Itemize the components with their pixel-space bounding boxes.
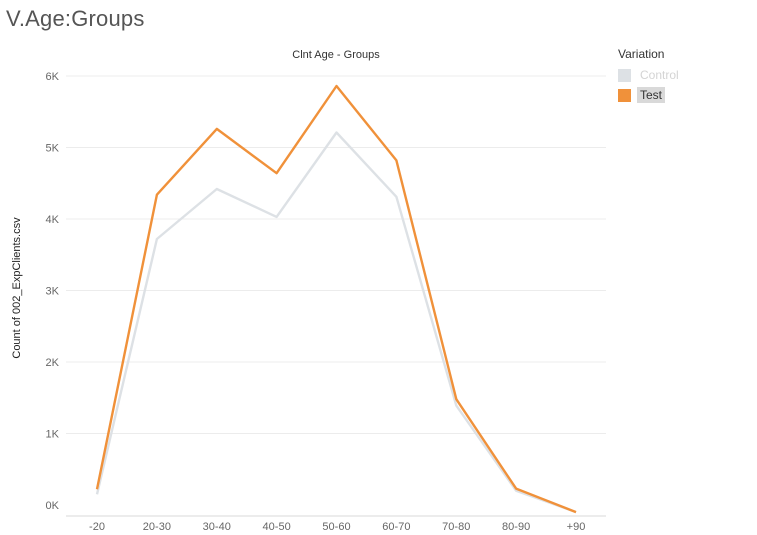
y-axis-label: Count of 002_ExpClients.csv	[11, 217, 23, 359]
series-line-test[interactable]	[95, 84, 577, 514]
chart-title: Clnt Age - Groups	[292, 49, 380, 61]
page-title: V.Age:Groups	[6, 6, 145, 31]
y-tick-label: 0K	[46, 500, 60, 512]
legend-swatch-test	[618, 88, 631, 102]
y-tick-label: 1K	[46, 429, 60, 441]
x-tick-label: 80-90	[502, 521, 530, 533]
series-lines	[95, 84, 577, 514]
x-tick-label: 20-30	[143, 521, 171, 533]
x-tick-label: 30-40	[203, 521, 231, 533]
x-tick-label: 50-60	[322, 521, 350, 533]
x-tick-label: -20	[89, 521, 105, 533]
y-tick-label: 3K	[46, 286, 60, 298]
legend-item-test[interactable]: Test	[618, 85, 682, 105]
x-axis-ticks: -20 20-30 30-40 40-50 50-60 60-70 70-80 80-90 +9…	[89, 521, 585, 533]
y-tick-label: 5K	[46, 143, 60, 155]
series-line-control[interactable]	[95, 131, 577, 514]
legend: Variation Control Test	[618, 47, 682, 105]
y-tick-label: 4K	[46, 214, 60, 226]
x-tick-label: 40-50	[263, 521, 291, 533]
y-axis-ticks: 0K 1K 2K 3K 4K 5K 6K	[46, 71, 60, 512]
legend-title: Variation	[618, 47, 665, 61]
y-tick-label: 6K	[46, 71, 60, 83]
x-tick-label: 70-80	[442, 521, 470, 533]
x-tick-label: 60-70	[382, 521, 410, 533]
y-tick-label: 2K	[46, 357, 60, 369]
legend-item-control[interactable]: Control	[618, 65, 682, 85]
legend-swatch-control	[618, 68, 631, 82]
gridlines	[66, 75, 606, 434]
legend-label-test: Test	[637, 87, 666, 103]
legend-label-control: Control	[640, 68, 679, 82]
x-tick-label: +90	[567, 521, 586, 533]
